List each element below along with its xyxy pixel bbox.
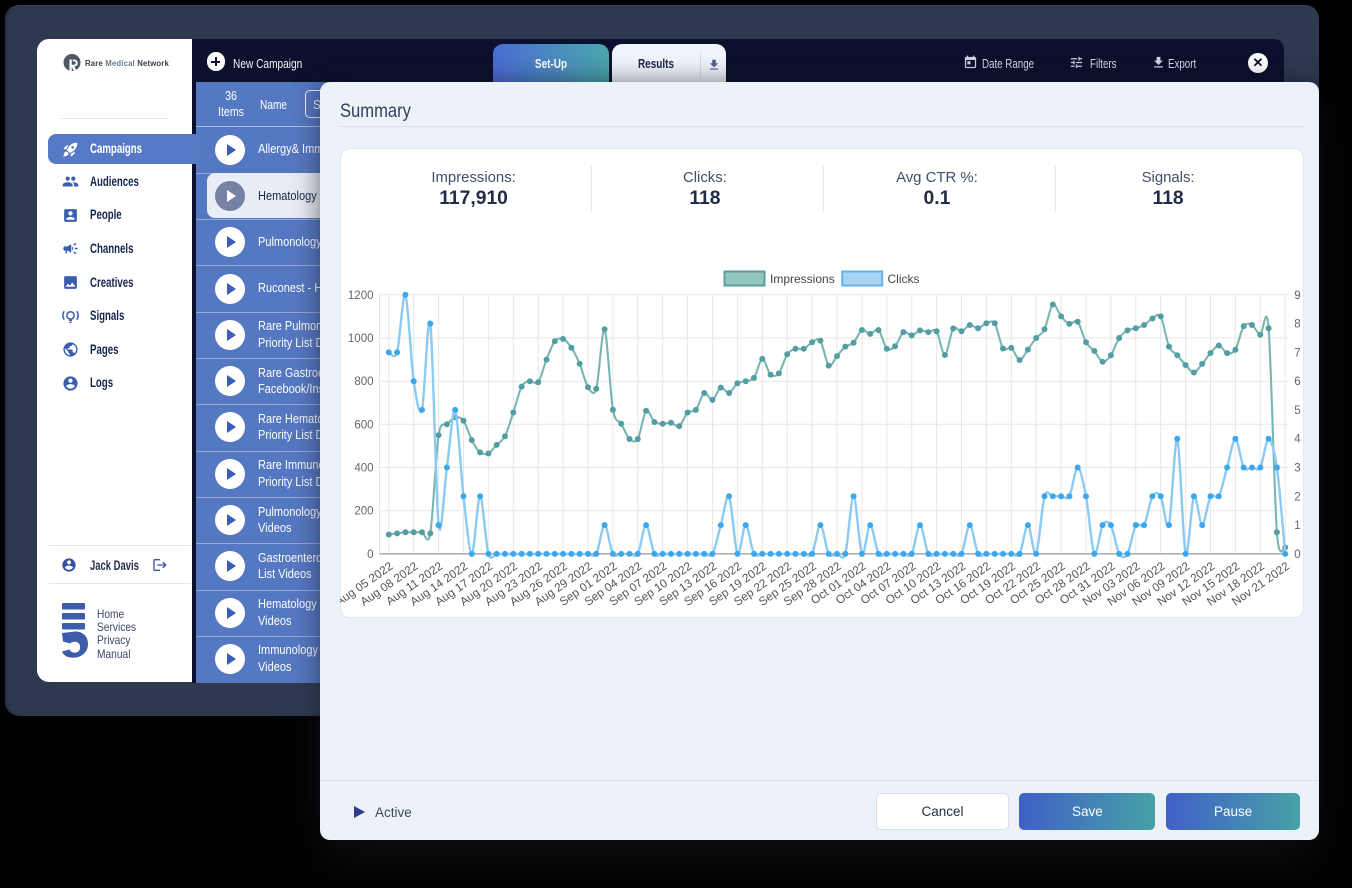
svg-text:7: 7 (1294, 347, 1300, 359)
svg-text:8: 8 (1294, 319, 1300, 331)
svg-text:5: 5 (1294, 405, 1300, 417)
svg-text:3: 3 (1294, 462, 1300, 474)
svg-text:4: 4 (1294, 434, 1301, 446)
svg-text:1200: 1200 (348, 290, 374, 302)
svg-text:1: 1 (1294, 520, 1300, 532)
svg-text:2: 2 (1294, 491, 1300, 503)
svg-text:400: 400 (354, 462, 373, 474)
svg-text:600: 600 (354, 419, 373, 431)
svg-text:6: 6 (1294, 376, 1300, 388)
svg-text:200: 200 (354, 506, 373, 518)
svg-text:800: 800 (354, 376, 373, 388)
svg-text:9: 9 (1294, 290, 1300, 302)
svg-text:Clicks: Clicks (888, 272, 920, 286)
svg-text:1000: 1000 (348, 333, 374, 345)
svg-text:0: 0 (367, 549, 373, 561)
svg-text:0: 0 (1294, 549, 1300, 561)
svg-text:Impressions: Impressions (770, 272, 835, 286)
